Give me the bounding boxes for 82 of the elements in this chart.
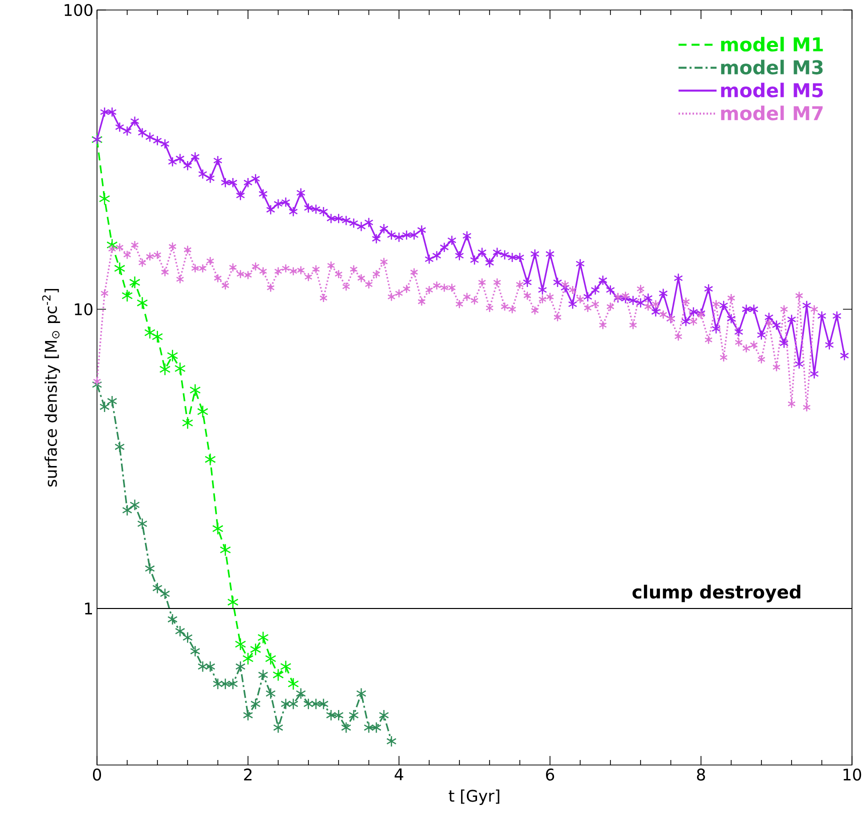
point (197, 405, 208, 418)
point (250, 643, 262, 656)
point (288, 698, 298, 710)
point (378, 709, 390, 722)
point (122, 289, 133, 302)
point (266, 688, 276, 700)
x-tick-label: 0 (92, 768, 102, 781)
point (137, 518, 148, 530)
y-tick-label: 1 (85, 602, 92, 614)
point (288, 677, 299, 690)
point (182, 632, 193, 644)
point (99, 401, 110, 413)
point (212, 678, 223, 690)
point (130, 499, 140, 511)
point (318, 698, 329, 710)
point (303, 698, 314, 710)
point (227, 596, 239, 609)
point (234, 638, 246, 651)
point (334, 709, 344, 722)
y-tick-label: 100 (64, 4, 92, 16)
point (265, 652, 276, 666)
legend-label: model M5 (721, 82, 823, 98)
point (198, 660, 208, 672)
ref-line-label: clump destroyed (632, 584, 800, 602)
point (129, 276, 140, 289)
point (114, 441, 125, 453)
point (258, 669, 268, 681)
point (160, 588, 170, 600)
x-tick-label: 2 (244, 768, 252, 780)
point (144, 562, 155, 574)
point (144, 326, 156, 340)
point (98, 192, 110, 206)
point (122, 504, 132, 516)
point (174, 362, 186, 375)
point (114, 262, 126, 275)
legend-label: model M3 (721, 60, 823, 74)
point (364, 722, 374, 734)
point (152, 330, 164, 344)
point (106, 238, 118, 252)
point (167, 614, 178, 626)
x-tick-label: 4 (394, 768, 404, 780)
point (220, 543, 231, 556)
point (348, 709, 359, 722)
y-axis-title: surface density [M$_{⊙}$ pc$^{-2}$] (42, 288, 60, 487)
point (250, 698, 261, 710)
point (310, 698, 322, 710)
point (341, 722, 352, 734)
point (356, 688, 366, 700)
point (228, 678, 238, 690)
point (235, 660, 246, 672)
point (205, 660, 216, 672)
point (136, 296, 148, 310)
point (280, 698, 291, 710)
point (326, 709, 336, 722)
point (220, 678, 230, 690)
point (280, 660, 292, 673)
point (242, 709, 254, 722)
x-axis-title: t [Gyr] (448, 789, 500, 805)
point (174, 625, 186, 637)
point (371, 722, 382, 734)
point (159, 362, 171, 376)
point (257, 631, 269, 644)
point (182, 416, 194, 430)
y-tick-label: 10 (74, 303, 92, 316)
point (152, 582, 163, 594)
point (273, 722, 284, 734)
point (204, 452, 216, 466)
point (212, 522, 224, 535)
point (92, 378, 102, 390)
x-tick-label: 10 (844, 768, 862, 781)
legend-label: model M1 (721, 36, 823, 52)
point (107, 395, 118, 407)
legend-label: model M7 (721, 106, 823, 120)
point (386, 735, 397, 748)
x-tick-label: 8 (696, 768, 705, 781)
x-tick-label: 6 (546, 768, 554, 781)
point (190, 384, 201, 396)
point (190, 645, 200, 658)
point (166, 349, 178, 362)
point (242, 652, 254, 666)
point (272, 668, 284, 682)
point (296, 688, 306, 700)
